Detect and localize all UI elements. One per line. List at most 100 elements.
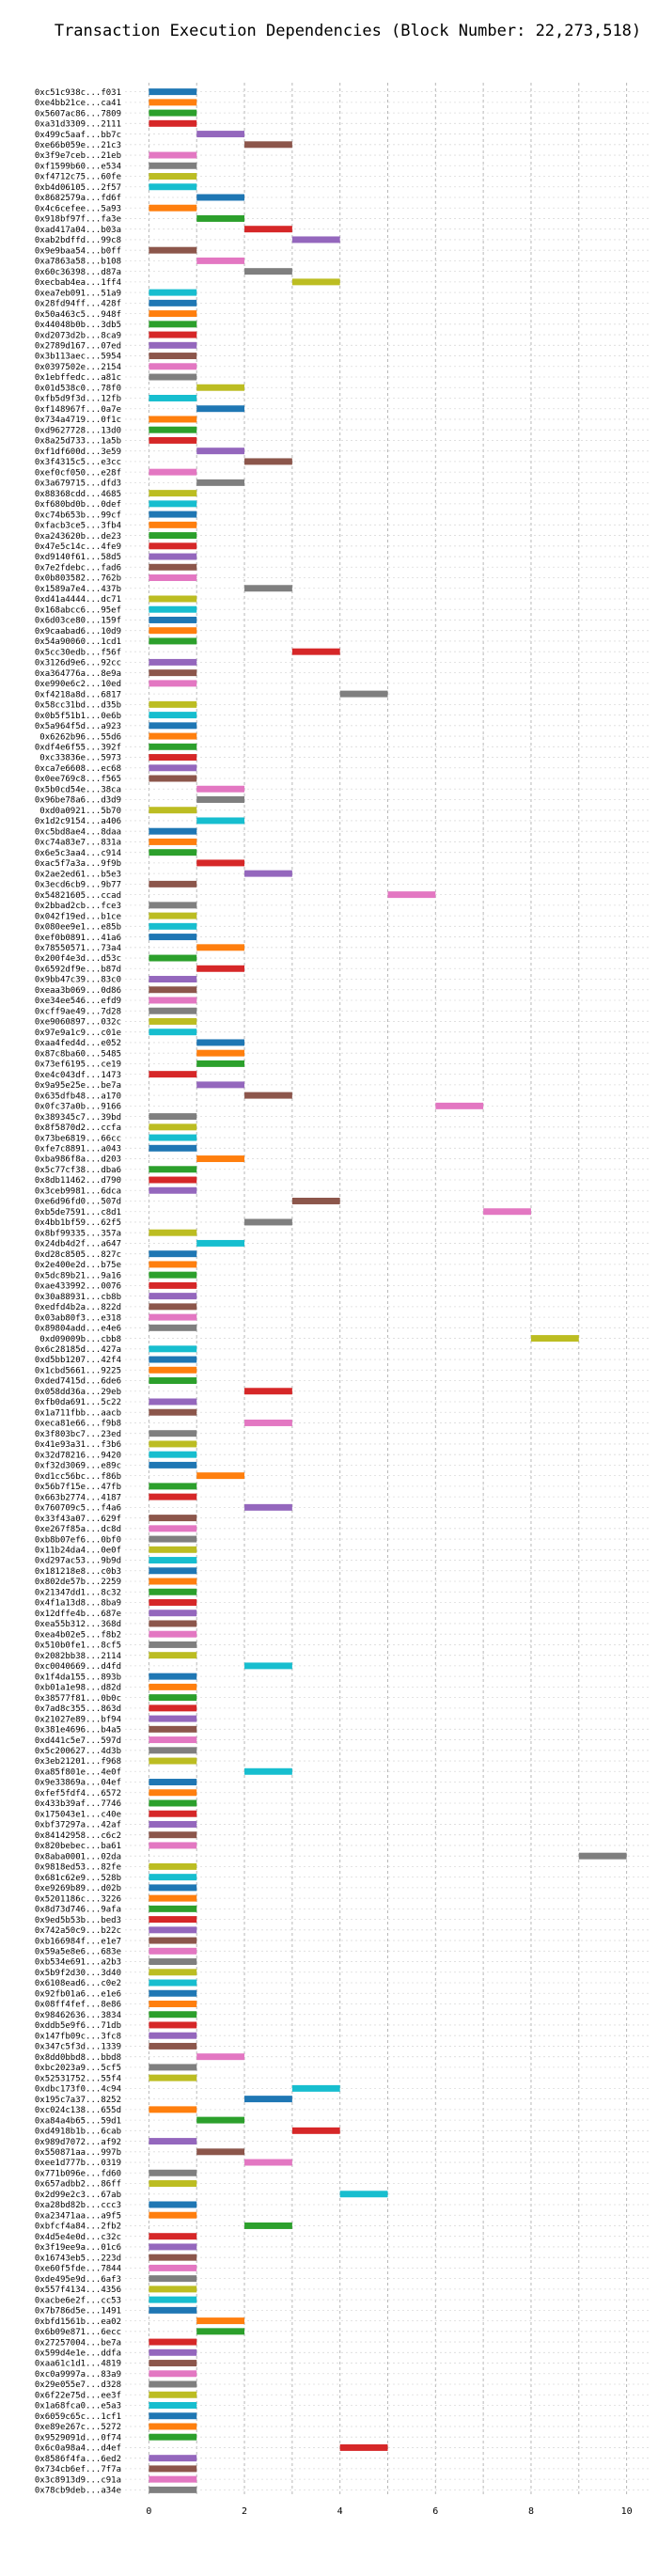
transaction-label: 0x54821605...ccad [35, 891, 121, 901]
transaction-bar [149, 1874, 197, 1881]
transaction-label: 0x5c77cf38...dba6 [35, 1166, 121, 1175]
transaction-bar [149, 2233, 197, 2240]
transaction-label: 0xc74b653b...99cf [35, 510, 121, 520]
transaction-label: 0xacbe6e2f...cc53 [35, 2296, 121, 2305]
transaction-bar [244, 141, 292, 149]
transaction-label: 0xa84a4b65...59d1 [35, 2116, 121, 2126]
transaction-label: 0x6f22e75d...ee3f [35, 2391, 121, 2400]
x-tick-label: 10 [621, 2506, 633, 2517]
transaction-bar [149, 1525, 197, 1532]
transaction-label: 0x181218e8...c0b3 [35, 1567, 121, 1577]
transaction-bar [149, 321, 197, 328]
transaction-label: 0x7e2fdebc...fad6 [35, 563, 121, 573]
transaction-label: 0xae433992...0076 [35, 1282, 121, 1292]
transaction-bar [149, 2338, 197, 2346]
transaction-bar [149, 2264, 197, 2271]
transaction-bar [149, 880, 197, 887]
transaction-label: 0x33f43a07...629f [35, 1515, 121, 1524]
transaction-bar [149, 1176, 197, 1184]
transaction-bar [149, 310, 197, 318]
transaction-label: 0xe60f5fde...7844 [35, 2265, 121, 2274]
transaction-bar [149, 1926, 197, 1934]
transaction-bar [149, 743, 197, 750]
transaction-label: 0x8d73d746...9afa [35, 1906, 121, 1915]
transaction-label: 0x5a964f5d...a923 [35, 722, 121, 731]
transaction-label: 0xea55b312...368d [35, 1620, 121, 1629]
transaction-label: 0xd441c5e7...597d [35, 1736, 121, 1746]
transaction-label: 0x175043e1...c40e [35, 1810, 121, 1819]
transaction-bar [196, 965, 245, 972]
transaction-bar [196, 1049, 245, 1057]
transaction-label: 0x52531752...55f4 [35, 2074, 121, 2083]
transaction-label: 0x21347dd1...8c32 [35, 1588, 121, 1597]
transaction-bar [149, 838, 197, 845]
transaction-bar [196, 384, 245, 391]
transaction-label: 0x8dd0bbd8...bbd8 [35, 2053, 121, 2063]
transaction-bar [149, 1007, 197, 1014]
transaction-label: 0xca7e6608...ec68 [35, 764, 121, 774]
x-axis: 0 2 4 6 8 10 [146, 2506, 632, 2517]
transaction-bar [291, 1198, 340, 1204]
transaction-label: 0xedfd4b2a...822d [35, 1303, 121, 1312]
transaction-bar [149, 2064, 197, 2071]
transaction-label: 0xef0cf050...e28f [35, 468, 121, 478]
transaction-label: 0x6059c65c...1cf1 [35, 2412, 121, 2422]
transaction-label: 0xa85f801e...4e0f [35, 1767, 121, 1777]
transaction-bar [149, 954, 197, 962]
transaction-label: 0x98462636...3834 [35, 2011, 121, 2020]
transaction-label: 0x8682579a...fd6f [35, 194, 121, 203]
transaction-label: 0x84142958...c6c2 [35, 1831, 121, 1841]
transaction-bar [291, 2127, 340, 2134]
transaction-bar [149, 700, 197, 708]
transaction-label: 0x78cb9deb...a34e [35, 2487, 121, 2496]
transaction-label: 0x56b7f15e...47fb [35, 1483, 121, 1492]
transaction-bar [149, 1862, 197, 1870]
transaction-bar [149, 532, 197, 540]
transaction-bar [149, 912, 197, 919]
transaction-label: 0x3f803bc7...23ed [35, 1430, 121, 1439]
transaction-bar [149, 1377, 197, 1384]
transaction-bar [196, 796, 245, 803]
transaction-label: 0x50a463c5...948f [35, 310, 121, 320]
transaction-bar [149, 436, 197, 444]
transaction-bar [149, 289, 197, 296]
transaction-bar [149, 1144, 197, 1152]
transaction-label: 0x6c0a98a4...d4ef [35, 2444, 121, 2454]
transaction-bar [291, 278, 340, 286]
transaction-label: 0x9e9baa54...b0ff [35, 246, 121, 256]
transaction-label: 0x2082bb38...2114 [35, 1652, 121, 1661]
transaction-bar [149, 2412, 197, 2420]
transaction-bar [149, 1799, 197, 1807]
transaction-bar [149, 553, 197, 560]
transaction-bar [149, 542, 197, 550]
transaction-label: 0x381e4696...b4a5 [35, 1726, 121, 1736]
transaction-bar [149, 119, 197, 127]
transaction-label: 0x41e93a31...f3b6 [35, 1440, 121, 1450]
transaction-label: 0x3a679715...dfd3 [35, 479, 121, 489]
transaction-bar [149, 2380, 197, 2388]
transaction-label: 0x760709c5...f4a6 [35, 1504, 121, 1514]
transaction-bar [149, 1398, 197, 1406]
transaction-label: 0x7b786d5e...1491 [35, 2307, 121, 2317]
transaction-label: 0x0ee769c8...f565 [35, 775, 121, 784]
transaction-bar [149, 1229, 197, 1236]
transaction-bar [196, 479, 245, 486]
transaction-label: 0x1a711fbb...aacb [35, 1408, 121, 1418]
transaction-bar [149, 1715, 197, 1722]
transaction-bar [244, 458, 292, 465]
transaction-label: 0x47e5c14c...4fe9 [35, 542, 121, 552]
transaction-label: 0x200f4e3d...d53c [35, 954, 121, 964]
transaction-bar [149, 732, 197, 740]
transaction-label: 0x89804add...e4e6 [35, 1325, 121, 1334]
transaction-label: 0xbf37297a...42af [35, 1821, 121, 1830]
transaction-label: 0x6b09e871...6ecc [35, 2328, 121, 2337]
transaction-bar [149, 1969, 197, 1976]
transaction-label: 0x87c8ba60...5485 [35, 1049, 121, 1059]
transaction-bar [149, 563, 197, 571]
transaction-bar [149, 1113, 197, 1121]
transaction-label: 0x3f19ee9a...01c6 [35, 2243, 121, 2253]
transaction-bar [339, 2443, 388, 2451]
transaction-label: 0xb534e691...a2b3 [35, 1958, 121, 1968]
transaction-bar [196, 1081, 245, 1089]
transaction-label: 0x771b096e...fd60 [35, 2169, 121, 2178]
